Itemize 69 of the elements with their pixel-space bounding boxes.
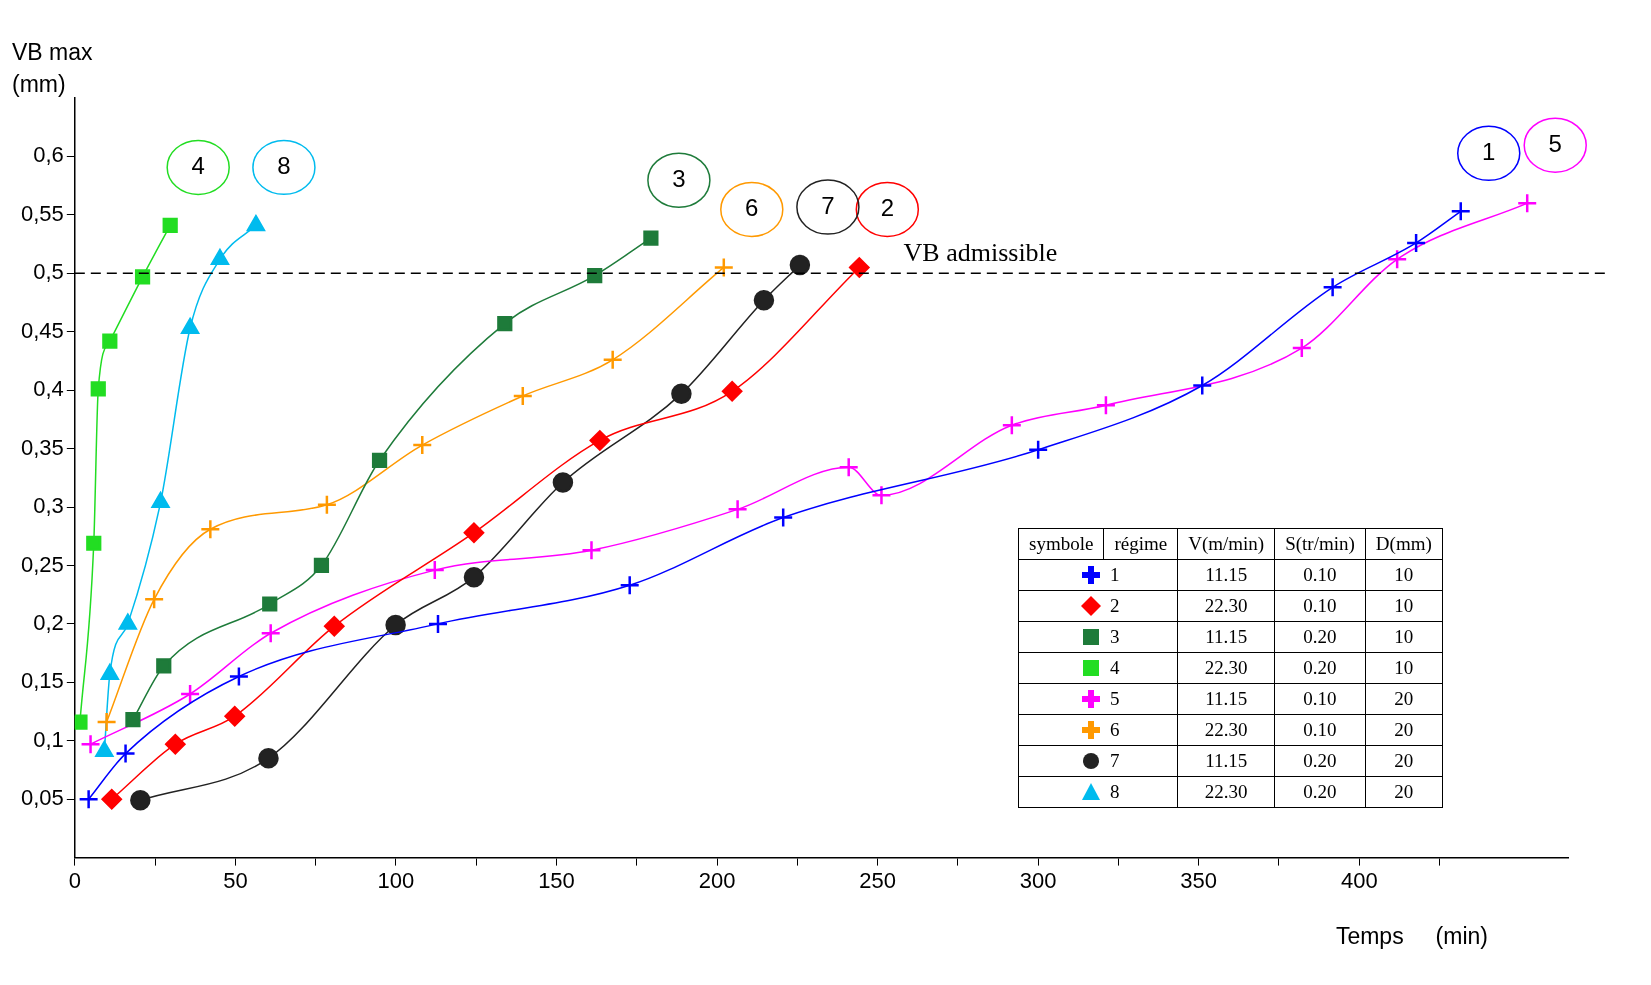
y-tick-label: 0,6 <box>33 142 64 168</box>
y-tick-label: 0,15 <box>20 668 64 694</box>
x-axis-title: Temps (min) <box>1335 923 1488 950</box>
annotation: 11.15 <box>1177 683 1275 715</box>
y-tick-label: 0,3 <box>33 493 64 519</box>
annotation: 7 <box>821 191 835 219</box>
annotation: 0.10 <box>1274 714 1366 746</box>
annotation: 20 <box>1365 683 1443 715</box>
annotation: 20 <box>1365 745 1443 777</box>
annotation: 8 <box>277 152 291 179</box>
annotation: 3 <box>672 164 686 192</box>
annotation: 0.20 <box>1274 745 1366 777</box>
annotation: 22.30 <box>1177 776 1275 808</box>
x-tick-label: 350 <box>1180 867 1218 893</box>
y-tick-label: 0,25 <box>20 551 64 577</box>
annotation: 10 <box>1365 559 1443 591</box>
annotation: 20 <box>1365 776 1443 808</box>
annotation: 0.10 <box>1274 559 1366 591</box>
annotation: 0.20 <box>1274 652 1366 684</box>
annotation: 22.30 <box>1177 652 1275 684</box>
y-axis-title: VB max (mm) <box>12 38 93 100</box>
x-tick-label: 400 <box>1340 867 1378 893</box>
annotation: régime <box>1103 528 1178 560</box>
annotation: 1 <box>1482 137 1496 165</box>
x-tick-label: 150 <box>538 867 575 893</box>
annotation: 5 <box>1548 129 1562 157</box>
ref-line-label: VB admissible <box>903 238 1058 268</box>
annotation: 2 <box>880 194 894 222</box>
annotation: 6 <box>745 194 759 222</box>
annotation: 20 <box>1365 714 1443 746</box>
y-tick-label: 0,05 <box>20 785 64 811</box>
legend-label: 1 <box>1109 564 1120 586</box>
legend-label: 5 <box>1109 688 1120 710</box>
legend-label: 8 <box>1109 781 1120 803</box>
annotation: symbole <box>1018 528 1104 560</box>
x-tick-label: 250 <box>859 867 896 893</box>
annotation: 10 <box>1365 590 1443 622</box>
y-tick-label: 0,35 <box>20 434 64 460</box>
y-tick-label: 0,1 <box>33 726 64 752</box>
x-tick-label: 300 <box>1019 867 1057 893</box>
annotation: 11.15 <box>1177 745 1275 777</box>
annotation: 11.15 <box>1177 621 1275 653</box>
x-tick-label: 200 <box>698 867 736 893</box>
y-tick-label: 0,55 <box>20 200 64 226</box>
y-tick-label: 0,5 <box>33 259 64 285</box>
annotation: V(m/min) <box>1177 528 1275 560</box>
y-tick-label: 0,4 <box>33 376 64 402</box>
annotation: 22.30 <box>1177 714 1275 746</box>
annotation: 10 <box>1365 652 1443 684</box>
legend-label: 6 <box>1109 719 1120 741</box>
annotation: 0.20 <box>1274 621 1366 653</box>
legend-label: 2 <box>1109 595 1120 617</box>
x-tick-label: 50 <box>223 867 248 893</box>
x-tick-label: 0 <box>68 867 81 893</box>
annotation: 22.30 <box>1177 590 1275 622</box>
annotation: 0.10 <box>1274 590 1366 622</box>
annotation: S(tr/min) <box>1274 528 1366 560</box>
x-tick-label: 100 <box>377 867 415 893</box>
annotation: 0.10 <box>1274 683 1366 715</box>
legend-label: 3 <box>1109 626 1120 648</box>
y-tick-label: 0,45 <box>20 317 64 343</box>
annotation: D(mm) <box>1365 528 1443 560</box>
annotation: 4 <box>191 152 205 179</box>
legend-label: 7 <box>1109 750 1120 772</box>
annotation: 0.20 <box>1274 776 1366 808</box>
annotation: 10 <box>1365 621 1443 653</box>
legend-label: 4 <box>1109 657 1120 679</box>
annotation: 11.15 <box>1177 559 1275 591</box>
y-tick-label: 0,2 <box>33 609 64 635</box>
